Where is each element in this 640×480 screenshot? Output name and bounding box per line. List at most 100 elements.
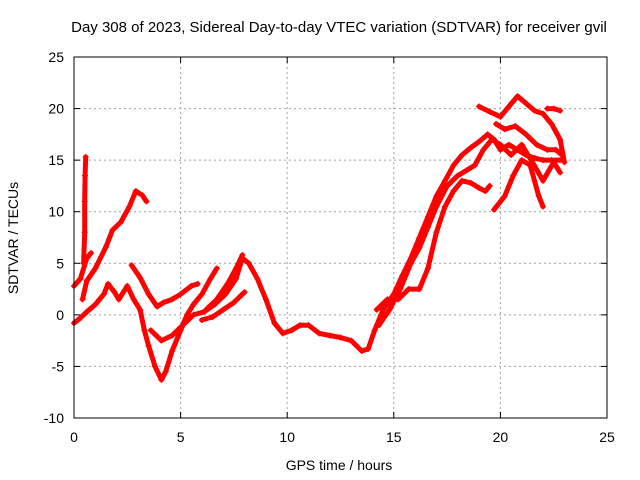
data-point	[279, 330, 286, 337]
data-point	[505, 141, 512, 148]
data-point	[501, 126, 508, 133]
data-point	[441, 203, 448, 210]
data-point	[476, 184, 483, 191]
data-point	[143, 198, 150, 205]
data-point	[444, 182, 451, 189]
y-tick-label: 0	[56, 307, 64, 323]
data-point	[497, 141, 504, 148]
data-point	[169, 296, 176, 303]
data-point	[137, 306, 144, 313]
data-point	[482, 188, 489, 195]
data-point	[459, 177, 466, 184]
data-point	[433, 193, 440, 200]
data-point	[92, 301, 99, 308]
y-axis-label: SDTVAR / TECUs	[5, 182, 21, 294]
data-point	[188, 282, 195, 289]
data-point	[316, 330, 323, 337]
data-point	[288, 327, 295, 334]
data-point	[128, 262, 135, 269]
data-point	[544, 146, 551, 153]
data-point	[83, 277, 90, 284]
data-point	[544, 105, 551, 112]
x-tick-label: 25	[599, 429, 615, 445]
series-track-e	[129, 262, 201, 310]
data-point	[81, 198, 88, 205]
data-point	[245, 260, 252, 267]
axes: 0 5 10 15 20 25 -10 -5 0 5 10 15 20 25	[44, 49, 615, 445]
data-point	[233, 265, 240, 272]
data-point	[508, 151, 515, 158]
data-point	[491, 206, 498, 213]
data-point	[365, 345, 372, 352]
x-tick-label: 10	[279, 429, 295, 445]
data-point	[486, 108, 493, 115]
data-point	[454, 172, 461, 179]
data-point	[82, 154, 89, 161]
data-point	[239, 252, 246, 259]
data-point	[533, 141, 540, 148]
data-point	[83, 308, 90, 315]
data-point	[512, 123, 519, 130]
data-point	[262, 296, 269, 303]
data-point	[147, 327, 154, 334]
data-point	[358, 347, 365, 354]
data-point	[230, 299, 237, 306]
data-point	[552, 146, 559, 153]
data-point	[190, 301, 197, 308]
data-point	[463, 167, 470, 174]
data-point	[102, 243, 109, 250]
data-point	[162, 368, 169, 375]
data-point	[224, 280, 231, 287]
data-point	[77, 314, 84, 321]
y-tick-label: 10	[48, 204, 64, 220]
data-point	[296, 322, 303, 329]
data-point	[373, 306, 380, 313]
data-point	[488, 136, 495, 143]
series-track-j	[374, 178, 493, 313]
data-point	[416, 244, 423, 251]
data-point	[548, 121, 555, 128]
data-point	[137, 274, 144, 281]
x-tick-label: 15	[386, 429, 402, 445]
data-point	[375, 322, 382, 329]
data-point	[441, 177, 448, 184]
series-track-a	[80, 188, 149, 302]
data-point	[397, 286, 404, 293]
y-tick-label: 20	[48, 101, 64, 117]
data-point	[213, 296, 220, 303]
plot-frame	[73, 56, 608, 419]
data-point	[480, 146, 487, 153]
data-point	[88, 249, 95, 256]
y-tick-label: 25	[48, 49, 64, 65]
data-point	[384, 296, 391, 303]
data-point	[395, 296, 402, 303]
data-point	[337, 334, 344, 341]
data-point	[326, 332, 333, 339]
data-point	[79, 296, 86, 303]
data-point	[348, 337, 355, 344]
data-point	[160, 299, 167, 306]
data-point	[476, 103, 483, 110]
data-point	[130, 296, 137, 303]
data-point	[152, 363, 159, 370]
data-point	[386, 306, 393, 313]
data-point	[486, 182, 493, 189]
series-track-d	[71, 250, 94, 289]
data-point	[77, 275, 84, 282]
y-tick-label: -10	[44, 410, 64, 426]
data-point	[535, 193, 542, 200]
data-point	[424, 265, 431, 272]
data-point	[111, 289, 118, 296]
data-point	[550, 159, 557, 166]
data-point	[82, 172, 89, 179]
data-point	[92, 265, 99, 272]
data-point	[484, 131, 491, 138]
data-point	[203, 306, 210, 313]
data-point	[198, 317, 205, 324]
data-point	[271, 320, 278, 327]
data-point	[557, 136, 564, 143]
data-point	[117, 219, 124, 226]
data-point	[518, 141, 525, 148]
data-point	[139, 192, 146, 199]
data-point	[194, 280, 201, 287]
